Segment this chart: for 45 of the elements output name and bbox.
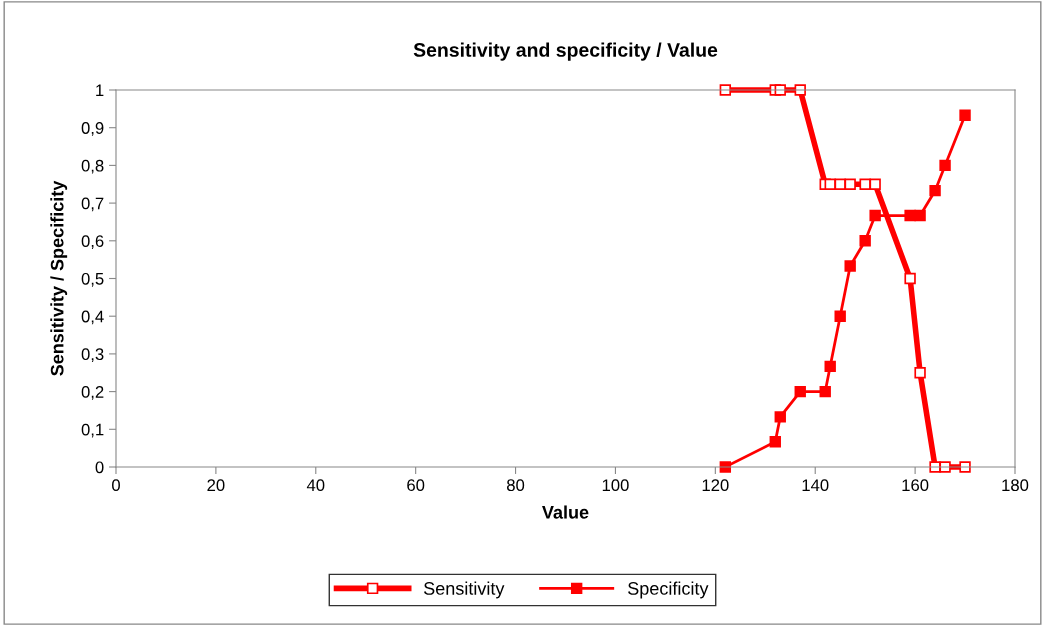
point	[959, 461, 971, 473]
point	[819, 385, 831, 398]
y-tick-label: 0	[95, 461, 104, 474]
point	[859, 235, 871, 247]
point	[929, 184, 941, 197]
point	[959, 109, 971, 121]
y-tick-label: 0,4	[81, 310, 104, 325]
y-tick-label: 0,6	[81, 235, 104, 249]
point	[869, 209, 881, 222]
x-axis-title: Value	[542, 505, 589, 519]
y-tick-label: 0,5	[81, 272, 104, 287]
chart-title: Sensitivity and specificity / Value	[413, 42, 718, 61]
point	[914, 367, 926, 379]
y-tick-label: 0,7	[81, 197, 104, 212]
point	[844, 178, 856, 190]
point	[904, 272, 916, 285]
y-tick-label: 0,8	[81, 159, 104, 174]
point	[939, 159, 951, 172]
x-tick-label: 80	[507, 479, 525, 492]
point	[824, 360, 836, 373]
x-tick-label: 180	[1002, 479, 1029, 492]
x-tick-label: 120	[702, 479, 729, 492]
x-tick-label: 0	[112, 479, 120, 492]
x-tick-label: 20	[207, 479, 225, 492]
legend-label: Specificity	[628, 581, 709, 599]
point	[914, 209, 926, 222]
point	[769, 436, 781, 448]
x-tick-label: 160	[902, 479, 929, 492]
y-tick-label: 0,2	[81, 386, 104, 400]
x-tick-label: 60	[407, 479, 425, 492]
point	[794, 385, 806, 398]
point	[939, 461, 951, 473]
point	[844, 260, 856, 272]
point	[869, 178, 881, 190]
y-tick-label: 0,9	[81, 122, 104, 136]
y-axis-title: Sensitivity / Specificity	[50, 180, 68, 376]
x-tick-label: 100	[602, 479, 629, 492]
y-tick-label: 0,1	[81, 423, 104, 438]
point	[774, 411, 786, 423]
x-tick-label: 140	[802, 479, 829, 492]
legend-label: Sensitivity	[423, 581, 505, 599]
y-tick-label: 0,3	[81, 348, 104, 363]
x-tick-label: 40	[306, 479, 325, 492]
y-tick-label: 1	[96, 84, 104, 97]
point	[834, 310, 846, 322]
